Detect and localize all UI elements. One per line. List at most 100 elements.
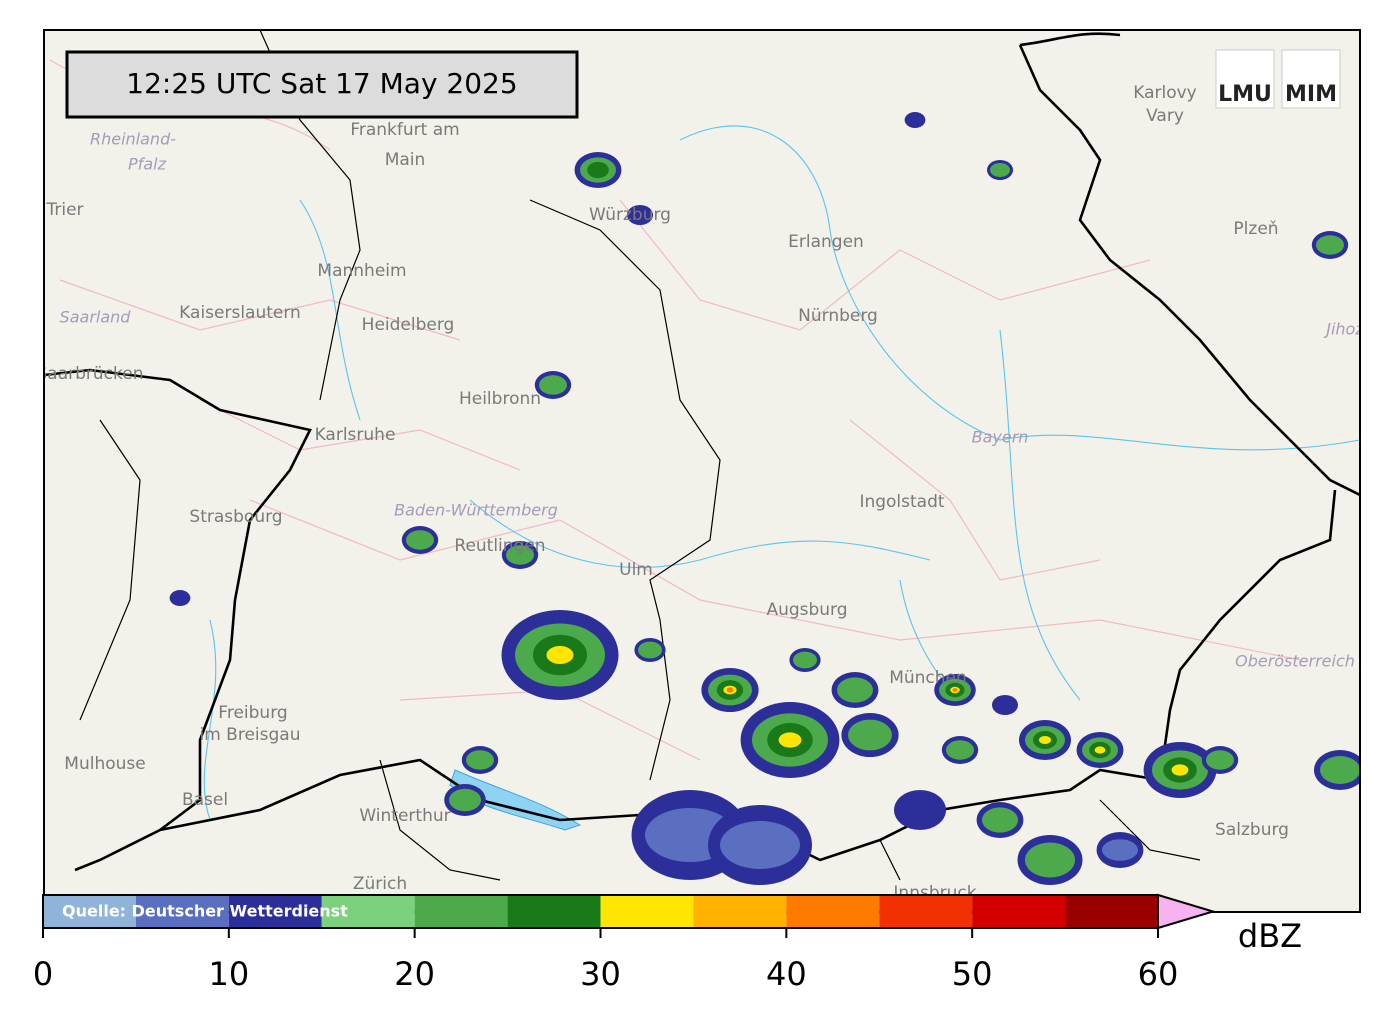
colorbar-segment <box>507 895 601 928</box>
radar-echoes <box>169 112 1360 885</box>
echo <box>848 719 892 751</box>
echo <box>778 732 802 748</box>
place-label: Karlovy <box>1133 83 1197 103</box>
colorbar-segment <box>600 895 694 928</box>
echo <box>793 651 817 669</box>
map-background <box>44 30 1360 912</box>
place-label: Mannheim <box>317 261 406 281</box>
echo <box>506 545 534 565</box>
echo <box>539 375 567 395</box>
timestamp: 12:25 UTC Sat 17 May 2025 <box>126 67 517 100</box>
echo <box>638 641 662 659</box>
echo <box>1039 736 1051 744</box>
place-label: Reutlingen <box>454 536 545 556</box>
echo <box>946 740 974 760</box>
colorbar-segment <box>693 895 787 928</box>
echo <box>1171 764 1189 776</box>
tick-label: 20 <box>394 955 435 993</box>
place-label: Karlsruhe <box>315 425 396 445</box>
place-label: Heidelberg <box>362 315 455 335</box>
echo <box>990 163 1010 177</box>
tick-label: 40 <box>766 955 807 993</box>
logo-box <box>1215 49 1275 109</box>
country-borders <box>44 32 1360 872</box>
region-label: Baden-Württemberg <box>394 501 558 520</box>
map-layer: Frankfurt am Main Würzburg Erlangen Nürnberg… <box>37 30 1364 912</box>
region-label: Jihoz <box>1323 320 1364 339</box>
region-label: Saarland <box>60 308 132 327</box>
place-label: Kaiserslautern <box>179 303 301 323</box>
place-label: Salzburg <box>1215 820 1289 840</box>
logo-box <box>1281 49 1341 109</box>
rivers <box>203 125 1360 821</box>
echo <box>952 688 958 692</box>
place-label: Saarbrücken <box>37 364 144 384</box>
place-label: München <box>889 668 967 688</box>
colorbar-segment <box>228 895 322 928</box>
tick-label: 0 <box>33 955 53 993</box>
echo <box>1025 842 1075 878</box>
colorbar-segment <box>321 895 415 928</box>
state-borders <box>79 30 1201 881</box>
unit-label: dBZ <box>1238 917 1302 955</box>
region-label: Rheinland- <box>90 130 176 149</box>
place-label: Winterthur <box>359 806 450 826</box>
echo <box>1102 839 1138 861</box>
place-label: Strasbourg <box>189 507 282 527</box>
tick-label: 60 <box>1138 955 1179 993</box>
tick-label: 10 <box>208 955 249 993</box>
place-label: Ingolstadt <box>859 492 944 512</box>
colorbar: Quelle: Deutscher Wetterdienst 0 10 20 30 40 5… <box>33 893 1302 993</box>
place-label: Main <box>385 150 426 170</box>
echo <box>1320 756 1360 784</box>
echo <box>587 161 609 179</box>
echo <box>726 687 734 693</box>
place-label: Erlangen <box>788 232 864 252</box>
echo <box>1094 746 1106 754</box>
echo <box>982 807 1018 833</box>
logo: MIM <box>1285 82 1337 107</box>
echo <box>1316 235 1344 255</box>
echo <box>406 530 434 550</box>
echo <box>169 590 191 606</box>
tick-label: 30 <box>580 955 621 993</box>
echo <box>837 677 873 703</box>
place-label: Mulhouse <box>64 754 145 774</box>
colorbar-segment <box>414 895 508 928</box>
timestamp-box <box>65 50 579 119</box>
echo <box>992 695 1018 715</box>
colorbar-segment <box>972 895 1066 928</box>
place-label: Freiburg <box>218 703 287 723</box>
source-label: Quelle: Deutscher Wetterdienst <box>62 902 348 921</box>
echo <box>449 788 481 812</box>
place-label: Zürich <box>353 874 407 894</box>
place-label: im Breisgau <box>200 725 301 745</box>
echo <box>1206 750 1234 770</box>
echo <box>904 112 926 128</box>
place-label: Plzeň <box>1233 219 1278 239</box>
place-labels: Frankfurt am Main Würzburg Erlangen Nürnberg… <box>37 83 1364 903</box>
colorbar-segment <box>43 895 136 928</box>
place-label: Ulm <box>619 560 653 580</box>
echo <box>466 750 494 770</box>
place-label: Vary <box>1146 106 1184 126</box>
place-label: Frankfurt am <box>350 120 459 140</box>
place-label: Trier <box>45 200 83 220</box>
colorbar-segment <box>879 895 973 928</box>
echo <box>546 646 574 664</box>
place-label: Augsburg <box>766 600 847 620</box>
logo: LMU <box>1218 82 1272 107</box>
region-label: Bayern <box>972 428 1029 447</box>
region-label: Oberösterreich <box>1235 652 1355 671</box>
place-label: Würzburg <box>589 205 671 225</box>
echo <box>627 205 653 225</box>
place-label: Nürnberg <box>798 306 878 326</box>
echo <box>894 790 946 830</box>
tick-label: 50 <box>952 955 993 993</box>
colorbar-segment <box>1065 895 1158 928</box>
place-label: Heilbronn <box>459 389 541 409</box>
region-label: Pfalz <box>128 155 167 174</box>
colorbar-segment <box>786 895 880 928</box>
colorbar-segment <box>135 895 229 928</box>
